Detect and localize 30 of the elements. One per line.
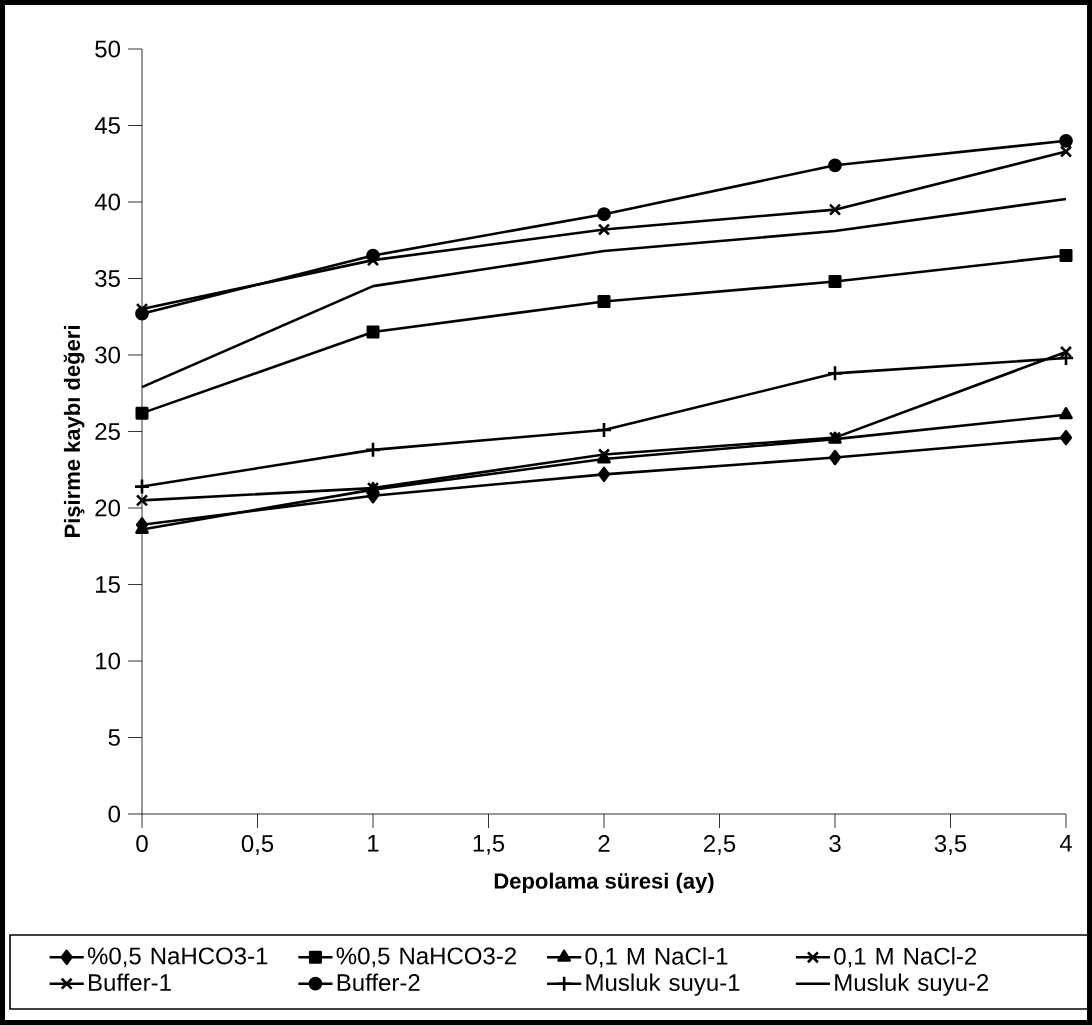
y-tick-label: 20 <box>95 499 121 517</box>
y-tick-label: 35 <box>95 270 120 287</box>
x-tick-label: 0,5 <box>241 835 274 855</box>
legend-label: Musluk suyu-1 <box>586 973 740 996</box>
y-tick-label: 0 <box>108 805 121 823</box>
x-tick-label: 3 <box>829 835 841 853</box>
y-tick-label: 10 <box>96 652 121 670</box>
legend-label: 0,1 M NaCl-2 <box>834 947 977 968</box>
y-tick-label: 40 <box>94 193 121 211</box>
x-axis-title: Depolama süresi (ay) <box>494 872 714 894</box>
legend-label: %0,5 NaHCO3-1 <box>87 947 268 968</box>
y-tick-label: 50 <box>95 40 121 58</box>
legend-label: %0,5 NaHCO3-2 <box>336 947 516 968</box>
x-tick-label: 0 <box>136 835 148 853</box>
x-tick-label: 1 <box>368 835 379 852</box>
y-tick-label: 15 <box>96 576 120 593</box>
x-tick-label: 2 <box>598 835 610 852</box>
y-tick-label: 45 <box>94 117 120 134</box>
x-tick-label: 4 <box>1059 835 1072 852</box>
legend-label: Buffer-2 <box>337 973 420 992</box>
legend-label: Musluk suyu-2 <box>835 973 989 996</box>
x-tick-label: 3,5 <box>934 835 967 855</box>
y-tick-label: 25 <box>95 423 120 440</box>
y-axis-title: Pişirme kaybı değeri <box>63 326 85 538</box>
legend-label: 0,1 M NaCl-1 <box>585 947 728 968</box>
legend-label: Buffer-1 <box>89 973 171 992</box>
y-tick-label: 30 <box>95 346 121 364</box>
x-tick-label: 1,5 <box>473 835 505 855</box>
y-tick-label: 5 <box>108 729 120 746</box>
x-tick-label: 2,5 <box>704 835 736 855</box>
